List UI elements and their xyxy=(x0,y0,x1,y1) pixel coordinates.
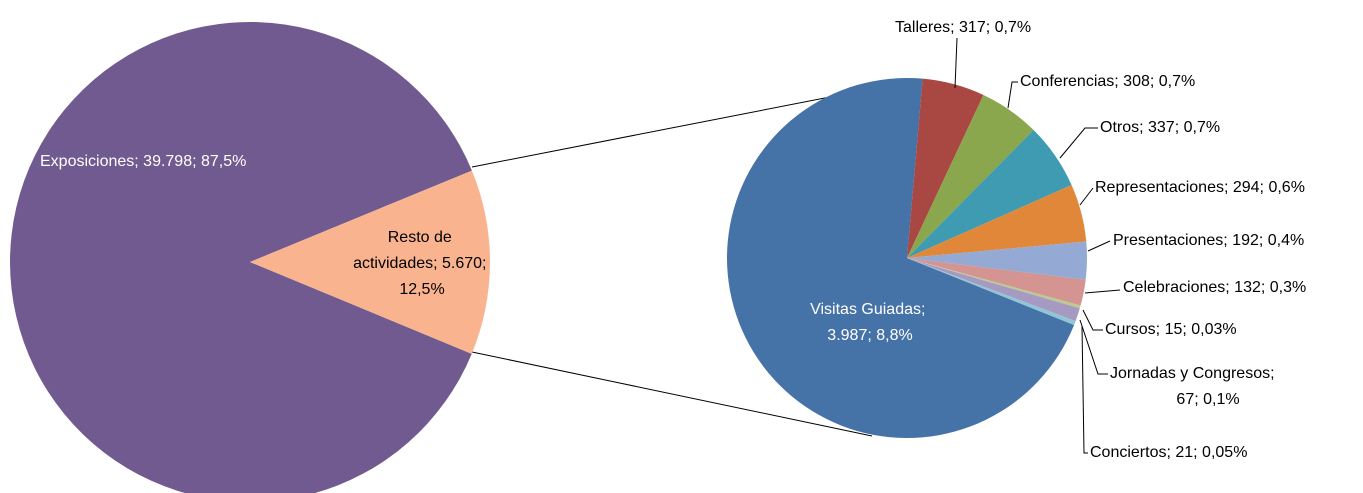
data-label: Exposiciones; 39.798; 87,5% xyxy=(40,153,246,170)
data-label: Jornadas y Congresos; 67; 0,1% xyxy=(1110,365,1279,408)
label-line: 12,5% xyxy=(399,281,444,298)
pie-slice xyxy=(907,78,984,258)
label-line: Resto de xyxy=(388,229,456,246)
data-label: Presentaciones; 192; 0,4% xyxy=(1113,232,1304,249)
pie xyxy=(726,77,1088,439)
leader-line xyxy=(954,37,958,89)
label-line: 3.987; 8,8% xyxy=(827,327,912,344)
pie-slice xyxy=(907,185,1087,258)
leader-line xyxy=(1007,81,1018,109)
leader-line xyxy=(1079,187,1094,206)
data-label: Otros; 337; 0,7% xyxy=(1100,119,1220,136)
data-label: Visitas Guiadas; 3.987; 8,8% xyxy=(810,301,930,344)
label-line: Visitas Guiadas; xyxy=(810,301,930,318)
data-label: Cursos; 15; 0,03% xyxy=(1105,321,1237,338)
pie-slice xyxy=(907,241,1088,280)
pie-slice xyxy=(907,258,1081,309)
pie-slice xyxy=(10,22,472,493)
pie-slice xyxy=(907,258,1080,322)
data-label: Celebraciones; 132; 0,3% xyxy=(1123,279,1306,296)
data-label: Talleres; 317; 0,7% xyxy=(895,19,1031,36)
pie xyxy=(10,22,490,493)
pie-slice xyxy=(907,130,1072,258)
leader-line xyxy=(1081,325,1088,454)
connector-line xyxy=(471,351,873,437)
label-line: actividades; 5.670; xyxy=(353,255,491,272)
pie-slice xyxy=(250,170,490,354)
leader-line xyxy=(1079,319,1108,375)
pie-slice xyxy=(907,258,1076,326)
data-label: Representaciones; 294; 0,6% xyxy=(1095,179,1305,196)
leader-line xyxy=(1059,127,1098,159)
label-line: 67; 0,1% xyxy=(1176,391,1239,408)
leader-line xyxy=(1082,309,1103,331)
data-label: Conciertos; 21; 0,05% xyxy=(1090,444,1247,461)
data-label: Resto de actividades; 5.670; 12,5% xyxy=(353,229,491,298)
pie-slice xyxy=(907,95,1034,258)
pie-slice xyxy=(907,258,1086,306)
data-label: Conferencias; 308; 0,7% xyxy=(1020,73,1195,90)
pie-slice xyxy=(726,77,1075,439)
leader-line xyxy=(1087,240,1111,252)
label-line: Jornadas y Congresos; xyxy=(1110,365,1279,382)
leader-line xyxy=(1084,289,1121,294)
